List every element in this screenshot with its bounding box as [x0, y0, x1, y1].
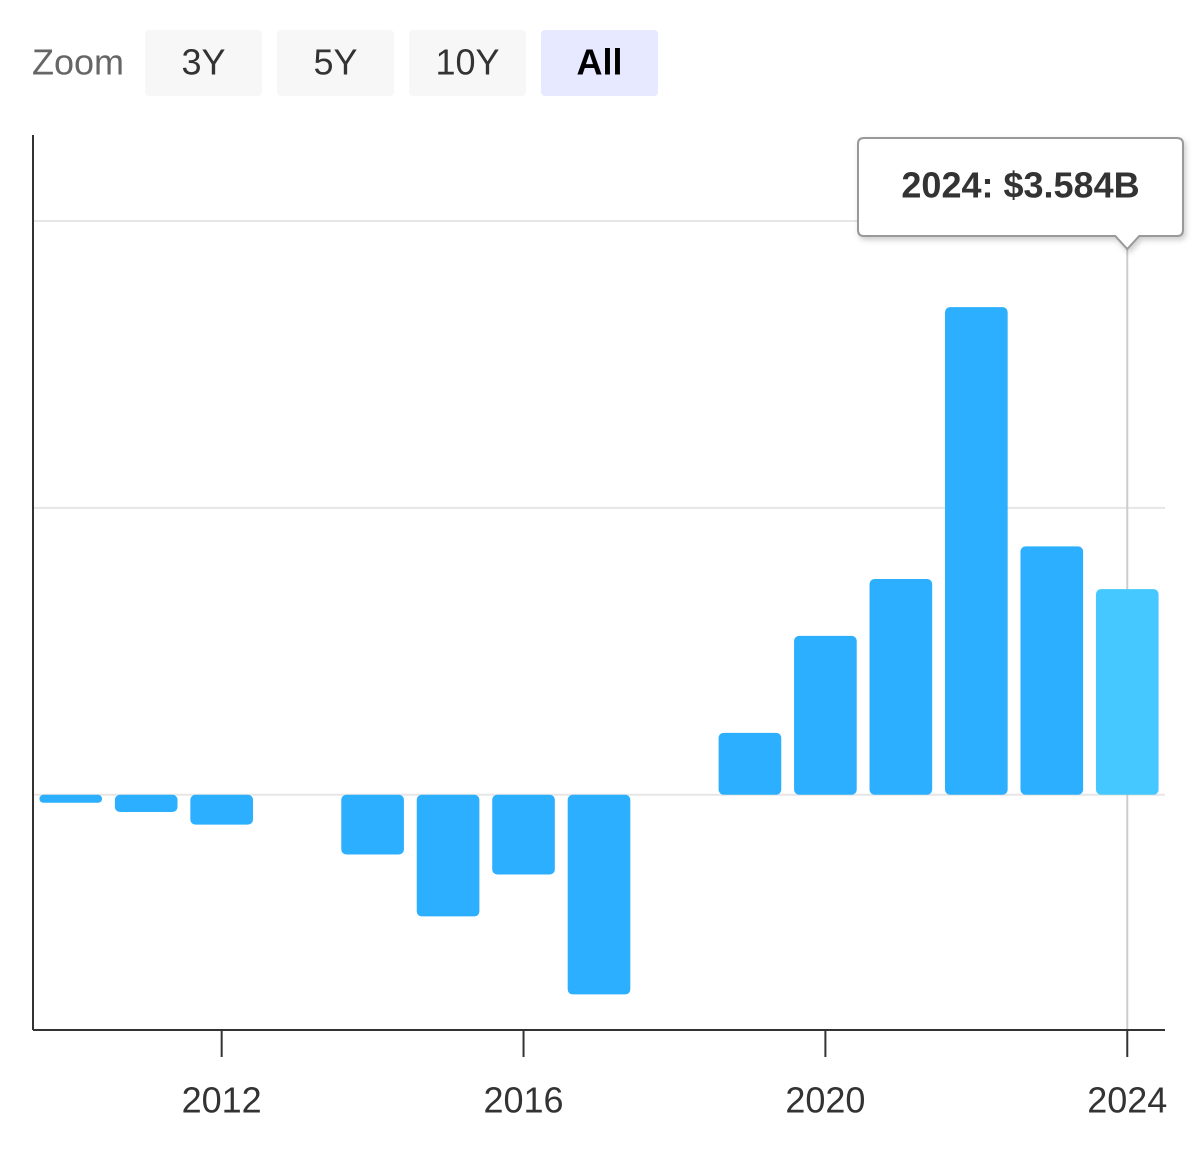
- tooltip-text: 2024: $3.584B: [901, 165, 1139, 206]
- bar: [190, 794, 253, 825]
- zoom-button-label[interactable]: 3Y: [181, 42, 225, 83]
- bar: [416, 794, 480, 917]
- zoom-button[interactable]: [145, 30, 262, 96]
- tooltip-box: [857, 137, 1184, 251]
- bar: [1095, 589, 1159, 795]
- zoom-label: Zoom: [32, 42, 124, 83]
- x-tick-label: 2020: [785, 1080, 865, 1121]
- x-tick-label: 2016: [483, 1080, 563, 1121]
- zoom-button[interactable]: [277, 30, 394, 96]
- bar: [39, 794, 103, 803]
- zoom-button-label[interactable]: 10Y: [435, 42, 499, 83]
- bar: [945, 307, 1008, 795]
- bar: [869, 579, 933, 795]
- bar: [567, 794, 631, 995]
- x-tick-label: 2012: [182, 1080, 262, 1121]
- bar: [114, 794, 178, 812]
- bar: [718, 732, 782, 795]
- bar: [492, 794, 555, 875]
- x-tick-label: 2024: [1087, 1080, 1167, 1121]
- bar: [341, 794, 404, 855]
- zoom-button-label[interactable]: 5Y: [313, 42, 357, 83]
- bar: [1020, 546, 1084, 795]
- bar: [794, 635, 857, 795]
- zoom-button-label[interactable]: All: [576, 42, 622, 83]
- zoom-button[interactable]: [409, 30, 526, 96]
- zoom-button[interactable]: [541, 30, 658, 96]
